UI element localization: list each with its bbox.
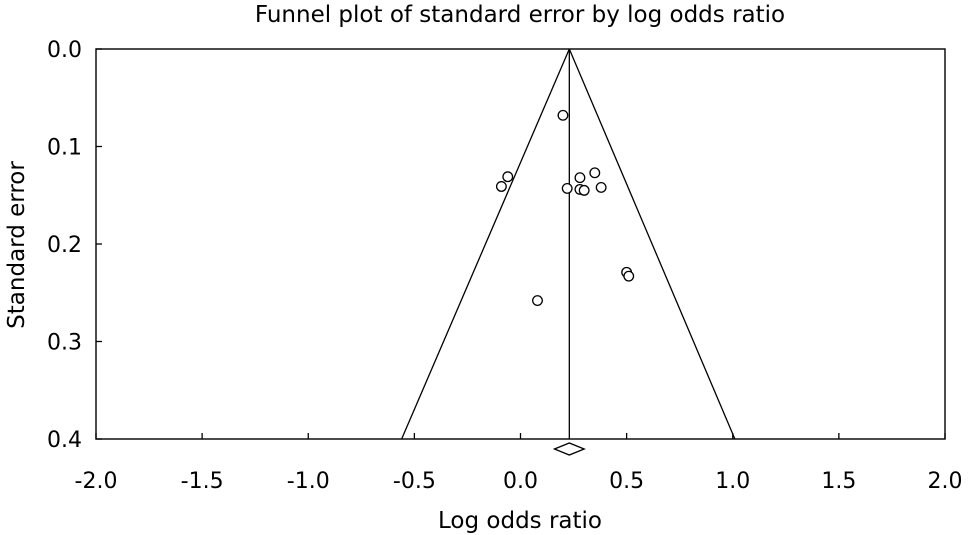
data-point: [495, 181, 507, 192]
summary-diamond-group: [552, 442, 586, 456]
x-tick-label: 0.0: [503, 469, 538, 494]
data-point: [502, 171, 514, 183]
data-points: [495, 109, 635, 307]
y-tick-label: 0.0: [47, 38, 82, 63]
data-point: [557, 109, 569, 121]
y-tick-label: 0.2: [47, 233, 82, 258]
data-point: [623, 270, 635, 282]
funnel-lines: [401, 48, 736, 440]
data-point: [595, 181, 607, 193]
x-tick-label: -1.5: [181, 469, 224, 494]
x-axis-label: Log odds ratio: [438, 508, 602, 534]
data-point: [532, 295, 543, 307]
data-point: [589, 167, 601, 179]
x-tick-label: 0.5: [609, 469, 644, 494]
data-point: [578, 184, 590, 196]
chart-title: Funnel plot of standard error by log odd…: [255, 2, 785, 28]
data-point: [574, 172, 586, 184]
x-tick-label: 1.0: [715, 469, 750, 494]
y-axis-ticks: 0.0 0.1 0.2 0.3 0.4: [47, 38, 102, 453]
y-tick-label: 0.1: [47, 136, 82, 161]
x-tick-label: -2.0: [75, 469, 118, 494]
data-point: [561, 182, 573, 194]
x-tick-label: -0.5: [393, 469, 436, 494]
y-tick-label: 0.3: [47, 331, 82, 356]
summary-diamond: [552, 442, 586, 456]
x-tick-label: 2.0: [928, 469, 963, 494]
plot-frame: [95, 48, 946, 440]
funnel-right-line: [568, 48, 736, 440]
x-tick-label: 1.5: [821, 469, 856, 494]
funnel-left-line: [401, 48, 570, 440]
y-tick-label: 0.4: [47, 428, 82, 453]
x-axis-ticks: -2.0 -1.5 -1.0 -0.5 0.0 0.5 1.0 1.5 2.0: [75, 433, 963, 494]
y-axis-label: Standard error: [4, 161, 30, 329]
x-tick-label: -1.0: [287, 469, 330, 494]
